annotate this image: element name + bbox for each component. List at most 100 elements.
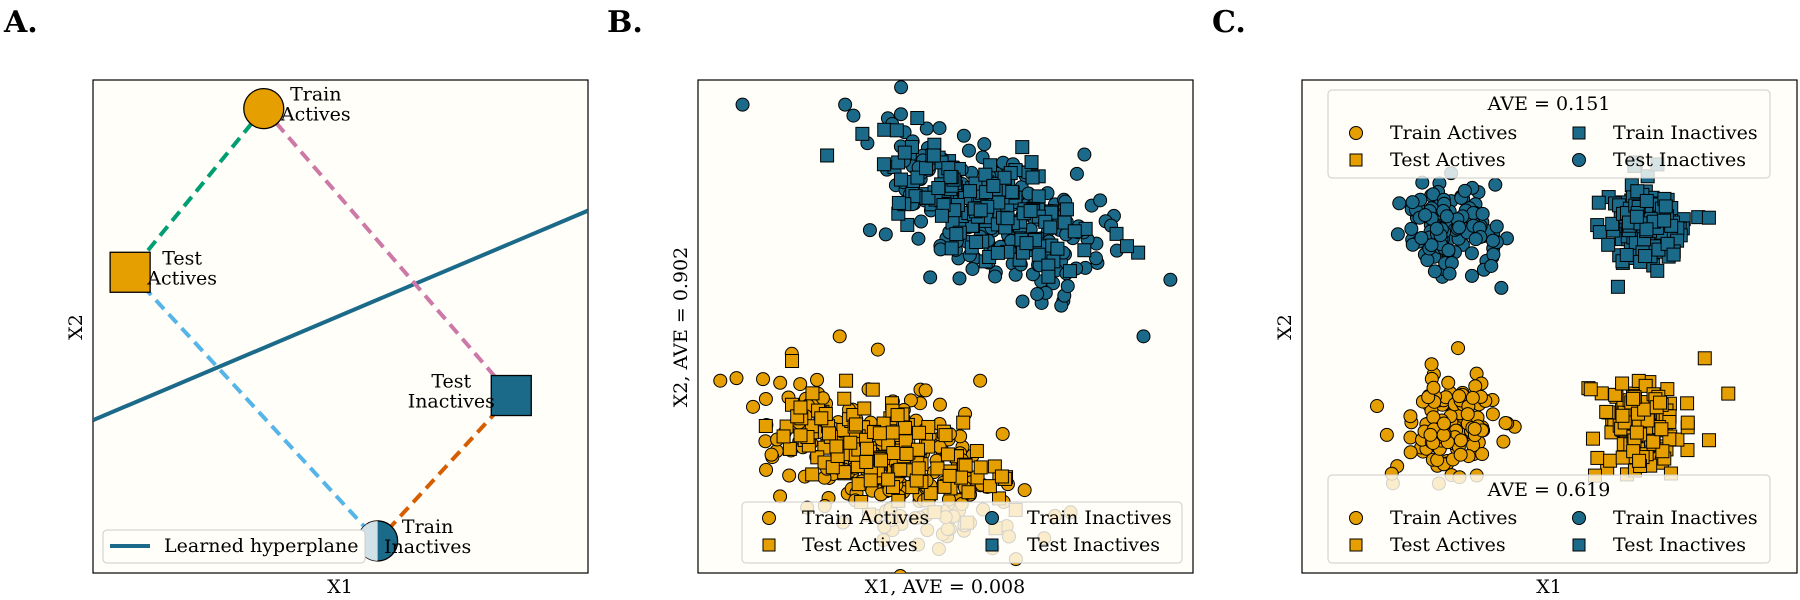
point-test-actives	[899, 446, 914, 461]
distance-line-1	[262, 107, 513, 397]
point-test-actives	[1680, 443, 1695, 458]
point-test-inactives	[963, 184, 978, 199]
point-train-actives	[932, 397, 947, 412]
point-test-actives	[994, 469, 1009, 484]
point-test-inactives	[986, 178, 1001, 193]
point-train-inactives	[1093, 193, 1108, 208]
legend-top-test-inactives-marker	[1572, 153, 1586, 167]
point-test-actives	[857, 401, 872, 416]
point-test-actives-outlier	[785, 354, 800, 369]
legend-bottom-train-actives-label: Train Actives	[1390, 507, 1517, 529]
point-test-inactives	[897, 145, 912, 160]
point-test-actives	[837, 391, 852, 406]
point-train-inactives	[1457, 183, 1472, 198]
panel-a-letter: A.	[3, 5, 38, 40]
point-test-actives	[865, 382, 880, 397]
point-test-actives	[1653, 395, 1668, 410]
point-train-inactives	[932, 121, 947, 136]
point-test-actives	[1585, 431, 1600, 446]
point-test-actives	[958, 458, 973, 473]
point-test-inactives	[1605, 216, 1620, 231]
point-test-inactives	[877, 122, 892, 137]
legend-train-actives-label: Train Actives	[802, 507, 929, 529]
point-test-inactives-label-line-1: Inactives	[408, 391, 495, 413]
point-test-inactives	[889, 123, 904, 138]
point-train-actives	[1369, 399, 1384, 414]
point-test-actives	[961, 485, 976, 500]
point-test-actives	[805, 386, 820, 401]
legend-test-actives-label: Test Actives	[802, 534, 918, 556]
point-test-inactives	[1591, 195, 1606, 210]
point-test-actives	[843, 435, 858, 450]
point-test-inactives	[973, 203, 988, 218]
point-train-inactives	[1424, 238, 1439, 253]
point-test-inactives	[1109, 226, 1124, 241]
point-test-inactives	[1024, 155, 1039, 170]
point-test-inactives	[893, 172, 908, 187]
legend-bottom-train-inactives-label: Train Inactives	[1613, 507, 1758, 529]
point-train-inactives	[988, 269, 1003, 284]
point-train-actives	[1460, 407, 1475, 422]
panel-b-legend: Train Actives Test Actives Train Inactiv…	[741, 501, 1183, 564]
point-test-actives	[863, 473, 878, 488]
point-test-actives	[1590, 450, 1605, 465]
legend-train-inactives-marker	[985, 511, 999, 525]
point-train-actives	[1485, 407, 1500, 422]
legend-bottom-test-actives-label: Test Actives	[1390, 534, 1506, 556]
point-test-inactives	[1666, 247, 1681, 262]
point-train-actives	[746, 399, 761, 414]
point-train-inactives	[1486, 247, 1501, 262]
panel-c-ylabel: X2	[1274, 314, 1296, 340]
point-train-inactives	[1464, 246, 1479, 261]
point-train-inactives	[1484, 258, 1499, 273]
point-train-actives	[1426, 380, 1441, 395]
point-test-actives	[881, 472, 896, 487]
point-train-actives	[1453, 433, 1468, 448]
point-train-inactives	[1418, 208, 1433, 223]
panel-c: C. X1 X2 AVE = 0.151 Train Actives Train…	[1212, 5, 1798, 598]
point-test-actives	[859, 454, 874, 469]
point-train-inactives	[1420, 253, 1435, 268]
panel-c-xlabel: X1	[1536, 576, 1562, 598]
point-train-actives	[1465, 390, 1480, 405]
legend-bottom-test-inactives-marker	[1572, 538, 1586, 552]
point-test-actives	[1680, 396, 1695, 411]
point-test-inactives	[1015, 140, 1030, 155]
point-train-actives	[918, 383, 933, 398]
point-train-actives	[903, 393, 918, 408]
point-test-actives	[930, 461, 945, 476]
point-test-inactives	[876, 157, 891, 172]
point-train-inactives	[1486, 233, 1501, 248]
point-test-inactives	[949, 227, 964, 242]
point-train-actives	[832, 329, 847, 344]
legend-top-train-inactives-label: Train Inactives	[1613, 122, 1758, 144]
point-test-inactives	[997, 170, 1012, 185]
point-test-inactives	[1629, 209, 1644, 224]
point-test-actives	[793, 428, 808, 443]
legend-test-actives-marker	[762, 538, 776, 552]
point-train-actives	[758, 434, 773, 449]
panel-b: B. X1, AVE = 0.008 X2, AVE = 0.902 Train…	[607, 5, 1194, 598]
point-train-inactives	[1442, 266, 1457, 281]
point-test-inactives	[944, 241, 959, 256]
legend-bottom-test-actives-marker	[1349, 538, 1363, 552]
point-train-actives	[759, 462, 774, 477]
point-test-inactives	[1004, 184, 1019, 199]
point-train-actives-label-line-1: Actives	[280, 104, 351, 126]
point-train-actives	[1403, 445, 1418, 460]
legend-top-train-inactives-marker	[1572, 126, 1586, 140]
panel-a-legend-box	[102, 529, 366, 564]
point-test-actives	[1615, 408, 1630, 423]
point-test-actives	[942, 468, 957, 483]
legend-train-actives-marker	[762, 511, 776, 525]
point-test-inactives	[1050, 241, 1065, 256]
point-train-inactives	[1464, 268, 1479, 283]
point-train-actives	[1451, 341, 1466, 356]
point-test-actives	[911, 461, 926, 476]
panel-c-legend-top: AVE = 0.151 Train Actives Train Inactive…	[1327, 89, 1771, 179]
point-test-inactives	[820, 148, 835, 163]
point-train-actives-label-line-0: Train	[290, 84, 341, 106]
panel-a-point-labels: TrainActivesTestActivesTestInactivesTrai…	[146, 84, 495, 558]
point-train-inactives-outlier	[735, 97, 750, 112]
